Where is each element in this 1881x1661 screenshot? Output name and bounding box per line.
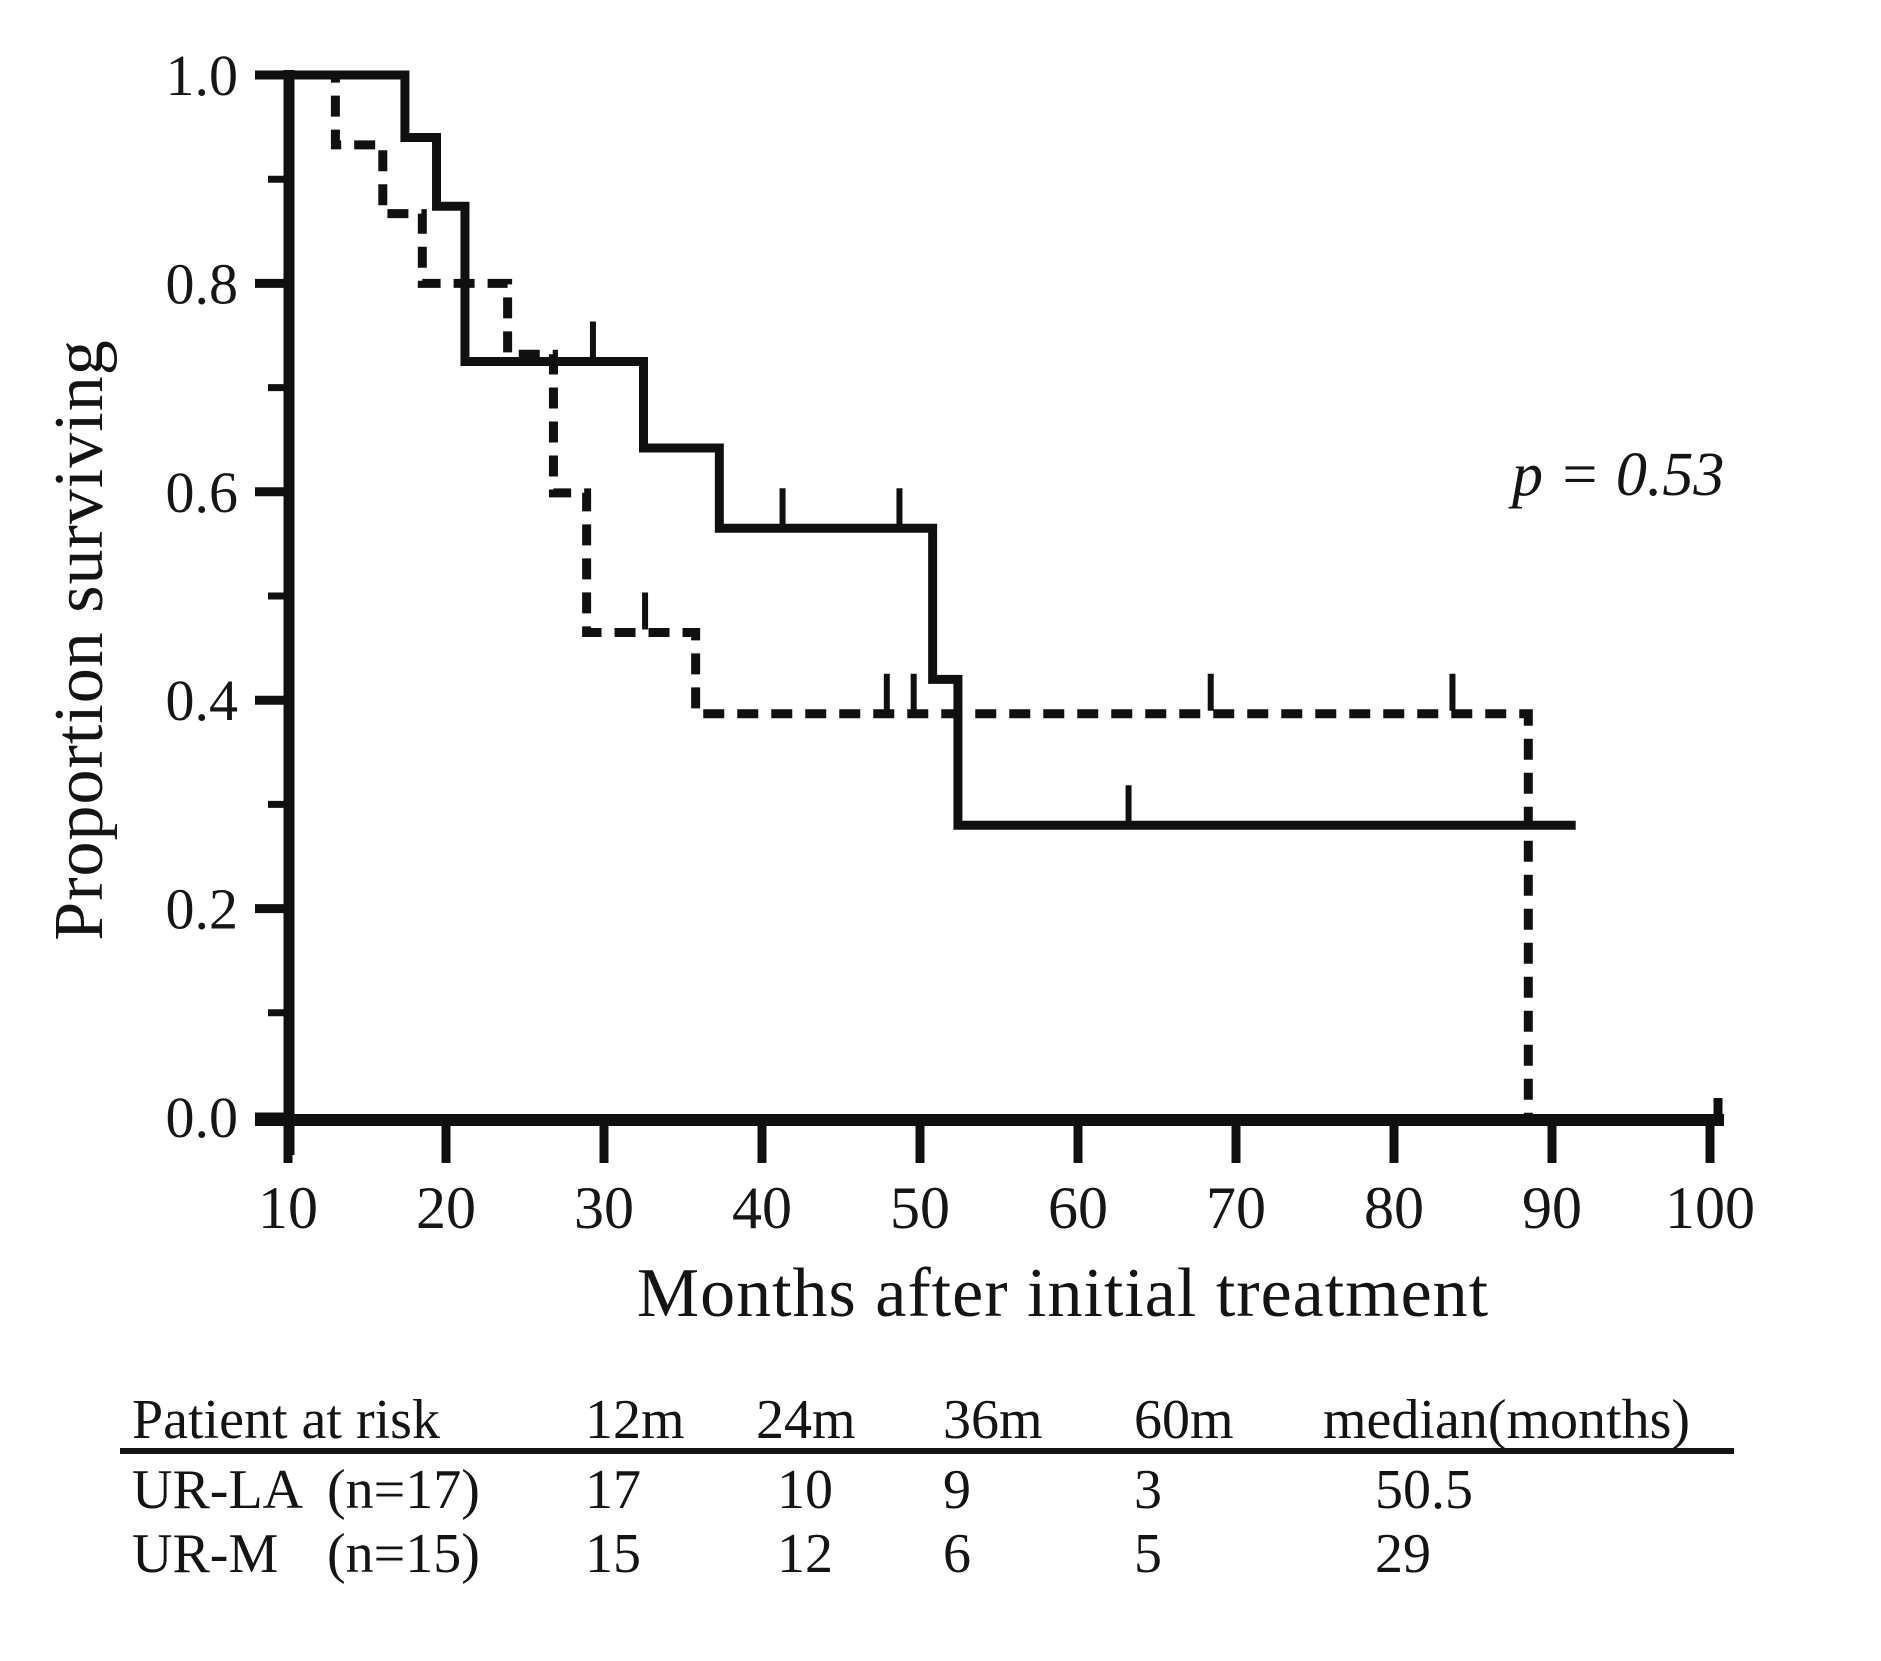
y-tick-label: 0.8: [166, 251, 239, 316]
risk-cell: 12: [777, 1523, 833, 1585]
x-tick-label: 40: [732, 1175, 792, 1241]
risk-cell: 15: [585, 1523, 641, 1585]
x-tick-label: 70: [1206, 1175, 1266, 1241]
x-tick-label: 60: [1048, 1175, 1108, 1241]
risk-cell: 29: [1375, 1523, 1431, 1585]
risk-cell: 5: [1134, 1523, 1162, 1585]
y-tick-label: 0.4: [166, 668, 239, 733]
risk-cell: 50.5: [1375, 1459, 1473, 1521]
risk-row-n: (n=15): [327, 1523, 480, 1585]
risk-row-group: UR-LA: [132, 1459, 304, 1521]
x-tick-label: 30: [574, 1175, 634, 1241]
x-tick-label: 100: [1665, 1175, 1755, 1241]
x-tick-label: 90: [1522, 1175, 1582, 1241]
y-tick-label: 1.0: [166, 43, 239, 108]
y-axis-title: Proportion surviving: [41, 339, 118, 941]
p-value-annotation: p = 0.53: [1512, 441, 1725, 509]
y-tick-label: 0.2: [166, 877, 239, 942]
y-tick-label: 0.6: [166, 460, 239, 525]
x-tick-label: 20: [416, 1175, 476, 1241]
risk-table-header-36m: 36m: [943, 1389, 1043, 1451]
x-tick-label: 10: [258, 1175, 318, 1241]
x-tick-label: 50: [890, 1175, 950, 1241]
risk-row-group: UR-M: [132, 1523, 279, 1585]
risk-table-header-median: median(months): [1323, 1389, 1691, 1451]
risk-table-header-24m: 24m: [756, 1389, 856, 1451]
y-tick-label: 0.0: [166, 1085, 239, 1150]
survival-curve-solid-UR-LA: [288, 70, 1576, 830]
x-tick-label: 80: [1364, 1175, 1424, 1241]
risk-cell: 17: [585, 1459, 641, 1521]
survival-curve-dashed-UR-M: [288, 70, 1533, 1117]
risk-row-n: (n=17): [327, 1459, 480, 1521]
risk-cell: 9: [943, 1459, 971, 1521]
risk-cell: 6: [943, 1523, 971, 1585]
risk-cell: 3: [1134, 1459, 1162, 1521]
x-axis-title: Months after initial treatment: [636, 1255, 1490, 1332]
risk-table-header-12m: 12m: [585, 1389, 685, 1451]
risk-table-title: Patient at risk: [132, 1389, 440, 1451]
risk-table-header-60m: 60m: [1134, 1389, 1234, 1451]
risk-cell: 10: [777, 1459, 833, 1521]
risk-table-rule: [120, 1448, 1734, 1454]
